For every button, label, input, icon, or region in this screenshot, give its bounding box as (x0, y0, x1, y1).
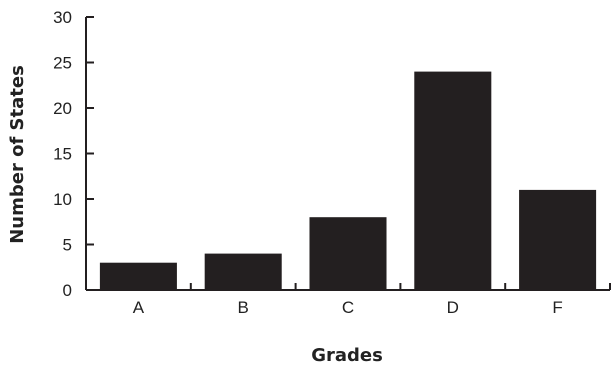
y-tick-label: 0 (63, 281, 72, 300)
bar-c (309, 217, 387, 290)
bar-a (99, 262, 177, 290)
y-tick-label: 30 (53, 8, 72, 27)
bar-f (519, 189, 597, 290)
y-axis-ticks: 0 5 10 15 20 25 30 (53, 8, 94, 300)
x-axis-title: Grades (311, 345, 383, 366)
y-tick-label: 15 (53, 145, 72, 164)
y-tick-label: 25 (53, 54, 72, 73)
y-tick-label: 20 (53, 99, 72, 118)
y-axis-title: Number of States (7, 65, 28, 244)
bar-b (204, 253, 282, 290)
x-tick-label: F (552, 298, 562, 317)
x-tick-label: C (342, 298, 354, 317)
x-tick-label: B (238, 298, 249, 317)
bars (99, 71, 597, 290)
x-tick-label: A (133, 298, 145, 317)
y-tick-label: 10 (53, 190, 72, 209)
bar-d (414, 71, 492, 290)
x-tick-label: D (447, 298, 459, 317)
y-tick-label: 5 (63, 236, 72, 255)
